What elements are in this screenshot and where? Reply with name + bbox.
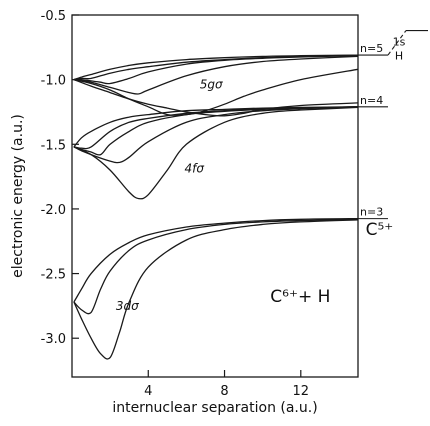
annotations-layer: 5gσ 4fσ 3dσ C⁵⁺ C⁶⁺+ H [116, 78, 393, 313]
y-tick-label-0: -0.5 [41, 9, 66, 24]
annotation-2: 3dσ [116, 299, 139, 313]
level-1-label: n=4 [360, 94, 383, 107]
series-2-line [73, 55, 359, 85]
x-axis-label: internuclear separation (a.u.) [112, 400, 317, 416]
x-tick-label-0: 4 [144, 384, 152, 399]
h1s-label-bottom: H [395, 50, 403, 63]
level-0-label: n=5 [360, 42, 383, 55]
series-10-line [73, 106, 359, 200]
x-tick-label-1: 8 [220, 384, 228, 399]
annotation-0: 5gσ [200, 78, 223, 92]
x-axis-ticks: 4 8 12 [144, 370, 309, 399]
series-3-line [73, 55, 359, 95]
series-6-line [73, 106, 359, 148]
h1s-connector [387, 30, 407, 56]
annotation-3: C⁵⁺ [366, 220, 394, 240]
series-13-line [73, 219, 359, 360]
y-tick-label-2: -1.5 [41, 138, 66, 153]
y-tick-label-4: -2.5 [41, 268, 66, 283]
series-11-line [73, 217, 359, 303]
level-2-label: n=3 [360, 206, 383, 219]
annotation-4: C⁶⁺+ H [270, 287, 330, 307]
annotation-1: 4fσ [184, 162, 204, 176]
plot-frame [71, 14, 359, 378]
series-7-line [73, 106, 359, 150]
series-12-line [73, 218, 359, 315]
curves-layer [73, 54, 359, 360]
series-0-line [73, 54, 359, 81]
y-axis-label: electronic energy (a.u.) [10, 114, 26, 278]
x-tick-label-2: 12 [293, 384, 310, 399]
asymptote-levels: n=5 n=4 n=3 1sH [358, 29, 428, 220]
y-axis-ticks: -0.5 -1.0 -1.5 -2.0 -2.5 -3.0 [41, 9, 79, 347]
y-tick-label-1: -1.0 [41, 74, 66, 89]
h1s-label-top: 1s [393, 36, 406, 49]
series-8-line [73, 106, 359, 156]
y-tick-label-5: -3.0 [41, 332, 66, 347]
y-tick-label-3: -2.0 [41, 203, 66, 218]
